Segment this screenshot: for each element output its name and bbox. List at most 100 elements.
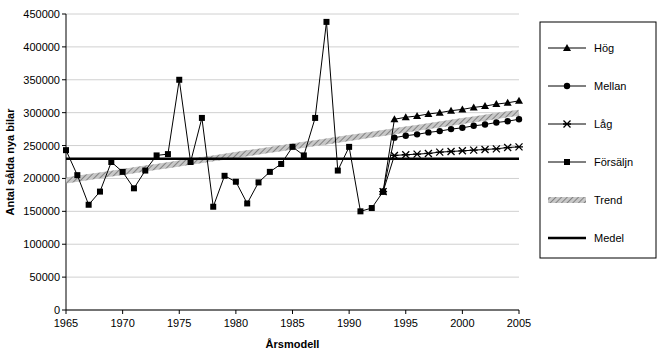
marker <box>424 110 432 117</box>
x-tick-label: 1995 <box>394 317 418 329</box>
y-tick-label: 50000 <box>29 271 60 283</box>
x-tick-label: 1990 <box>337 317 361 329</box>
x-tick-label: 1970 <box>110 317 134 329</box>
marker <box>448 126 454 132</box>
x-tick-label: 1965 <box>54 317 78 329</box>
marker <box>492 145 500 152</box>
marker <box>436 149 444 156</box>
marker <box>154 152 160 158</box>
marker <box>447 148 455 155</box>
x-tick-label: 1975 <box>167 317 191 329</box>
marker <box>390 152 398 159</box>
legend-label: Försäljn <box>594 156 633 168</box>
marker <box>481 102 489 109</box>
marker <box>267 169 273 175</box>
marker <box>120 169 126 175</box>
marker <box>278 161 284 167</box>
y-tick <box>62 46 66 47</box>
legend-marker <box>564 159 570 165</box>
y-tick <box>62 14 66 15</box>
marker <box>357 208 363 214</box>
marker <box>108 159 114 165</box>
marker <box>470 103 478 110</box>
marker <box>379 188 387 195</box>
legend-marker <box>564 83 570 89</box>
x-tick <box>122 310 123 314</box>
legend-label: Trend <box>594 194 622 206</box>
series-line <box>383 147 519 192</box>
marker <box>176 77 182 83</box>
marker <box>210 204 216 210</box>
marker <box>402 151 410 158</box>
x-tick-label: 2000 <box>450 317 474 329</box>
marker <box>458 105 466 112</box>
marker <box>425 129 431 135</box>
x-tick <box>235 310 236 314</box>
marker <box>188 159 194 165</box>
marker <box>312 115 318 121</box>
marker <box>131 185 137 191</box>
marker <box>142 168 148 174</box>
x-tick-label: 1985 <box>280 317 304 329</box>
y-tick-label: 350000 <box>23 74 60 86</box>
marker <box>481 146 489 153</box>
plot-data <box>63 19 523 214</box>
marker <box>346 144 352 150</box>
grid-line <box>66 46 519 47</box>
marker <box>437 128 443 134</box>
series-line <box>66 113 519 181</box>
marker <box>413 112 421 119</box>
grid-line <box>66 79 519 80</box>
x-tick <box>519 310 520 314</box>
y-axis <box>66 14 67 310</box>
marker <box>256 179 262 185</box>
marker <box>199 115 205 121</box>
x-axis-label: Årsmodell <box>266 338 320 350</box>
marker <box>74 172 80 178</box>
y-tick <box>62 112 66 113</box>
chart: 0500001000001500002000002500003000003500… <box>0 0 659 358</box>
marker <box>323 19 329 25</box>
x-tick <box>462 310 463 314</box>
y-tick-label: 200000 <box>23 172 60 184</box>
grid-line <box>66 178 519 179</box>
marker <box>414 131 420 137</box>
x-tick <box>349 310 350 314</box>
y-tick <box>62 211 66 212</box>
marker <box>504 144 512 151</box>
marker <box>391 134 397 140</box>
marker <box>515 97 523 104</box>
y-axis-label: Antal sålda nya bilar <box>4 108 16 216</box>
marker <box>97 189 103 195</box>
legend-label: Hög <box>594 42 614 54</box>
series-line <box>66 157 519 160</box>
y-tick-label: 300000 <box>23 107 60 119</box>
marker <box>380 189 386 195</box>
y-tick <box>62 244 66 245</box>
series-line <box>383 119 519 191</box>
marker <box>413 151 421 158</box>
legend-box <box>540 22 656 258</box>
y-tick-label: 0 <box>54 304 60 316</box>
x-axis <box>66 310 519 311</box>
marker <box>233 179 239 185</box>
marker <box>492 100 500 107</box>
marker <box>369 205 375 211</box>
marker <box>470 147 478 154</box>
marker <box>222 173 228 179</box>
series-line <box>383 101 519 192</box>
legend-label: Låg <box>594 118 612 130</box>
legend-swatch <box>548 197 586 203</box>
marker <box>504 118 510 124</box>
marker <box>165 151 171 157</box>
marker <box>402 113 410 120</box>
x-tick <box>405 310 406 314</box>
legend: HögMellanLågFörsäljnTrendMedel <box>540 22 656 258</box>
marker <box>516 116 522 122</box>
grid-line <box>66 14 519 15</box>
marker <box>301 152 307 158</box>
marker <box>515 143 523 150</box>
marker <box>458 147 466 154</box>
marker <box>63 147 69 153</box>
x-tick-label: 2005 <box>507 317 531 329</box>
